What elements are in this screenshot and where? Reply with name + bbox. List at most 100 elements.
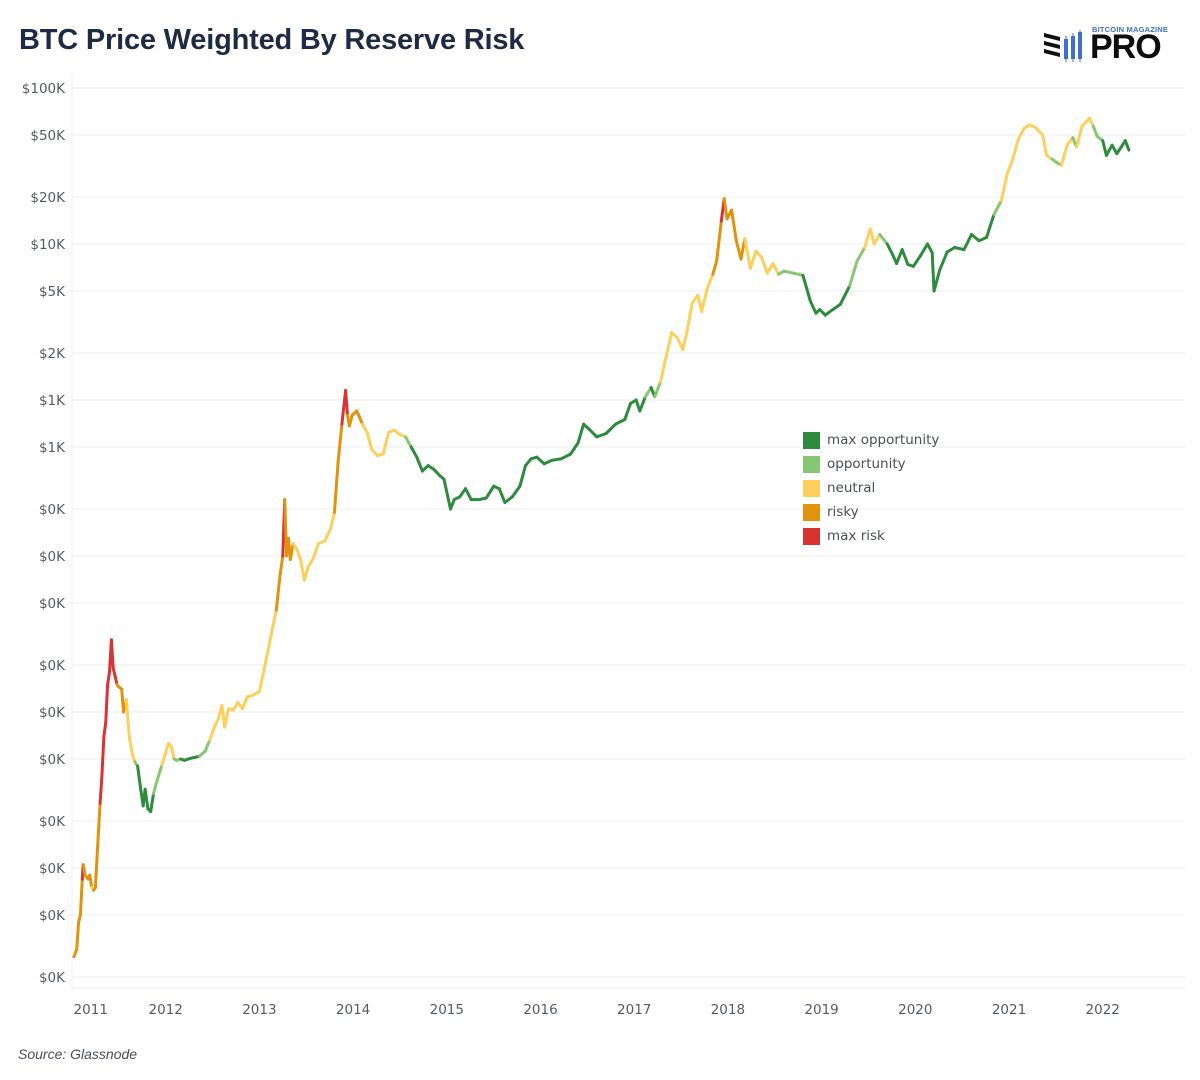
y-tick-label: $0K [39,502,66,518]
price-segment-neutral [748,249,758,270]
chart-title: BTC Price Weighted By Reserve Risk [19,24,525,56]
gridlines [71,72,1185,989]
price-segment-neutral [124,698,131,738]
price-segment-neutral [1075,124,1084,149]
price-segment-max-opportunity [587,427,599,439]
price-segment-max-risk [104,683,110,725]
legend-label: max opportunity [827,432,940,448]
legend-swatch [803,503,820,521]
y-tick-label: $0K [39,814,66,830]
x-tick-label: 2018 [711,1002,745,1018]
price-segment-max-opportunity [953,246,966,252]
price-segment-max-opportunity [518,464,527,488]
price-segment-max-opportunity [497,487,507,505]
price-segment-risky [96,801,102,838]
price-segment-neutral [1080,116,1092,128]
y-tick-label: $0K [39,861,66,877]
source-note: Source: Glassnode [18,1046,138,1062]
price-segment-max-opportunity [595,432,608,439]
y-tick-label: $50K [30,128,66,144]
price-segment-max-opportunity [823,308,835,317]
price-segment-max-opportunity [638,395,647,413]
x-tick-label: 2022 [1086,1002,1120,1018]
price-segment-neutral [302,565,310,582]
x-tick-label: 2020 [898,1002,932,1018]
price-segment-neutral [1011,137,1020,161]
price-segment-neutral [361,422,369,434]
price-segment-max-opportunity [535,455,546,466]
x-tick-label: 2019 [804,1002,838,1018]
y-tick-label: $100K [22,81,66,97]
logo-wordmark: PRO [1090,28,1162,66]
price-segment-max-opportunity [415,455,424,473]
price-segment-risky [355,409,364,426]
price-segment-neutral [685,301,694,335]
price-segment-max-opportunity [801,273,812,303]
price-segment-neutral [1005,157,1015,176]
price-segment-risky [711,259,719,276]
price-segment-max-opportunity [926,242,934,255]
price-segment-max-opportunity [895,248,904,265]
price-segment-max-opportunity [970,233,981,243]
price-segment-neutral [760,255,769,275]
price-segment-neutral [257,663,267,694]
price-segment-neutral [868,227,876,246]
price-segment-opportunity [992,199,1003,216]
price-segment-neutral [241,695,249,711]
price-segment-max-opportunity [550,457,563,462]
price-segment-risky [332,460,340,514]
legend-swatch [803,479,820,497]
y-tick-label: $0K [39,596,66,612]
y-tick-label: $10K [30,237,66,253]
price-segment-max-opportunity [838,284,852,306]
price-segment-max-opportunity [464,487,473,502]
x-tick-label: 2014 [336,1002,370,1018]
price-segment-max-opportunity [885,242,895,257]
price-segment-risky [274,574,282,612]
logo-bars-icon [1044,30,1082,62]
price-segment-max-opportunity [1104,143,1114,157]
price-segment-neutral [705,272,715,290]
price-segment-max-opportunity [831,302,842,312]
price-segment-max-opportunity [136,764,142,789]
x-tick-label: 2011 [74,1002,108,1018]
price-segment-max-risk [106,670,111,686]
price-segment-neutral [223,707,230,729]
price-segment-max-risk [102,721,108,738]
x-tick-label: 2016 [523,1002,557,1018]
price-segment-opportunity [152,781,158,796]
price-segment-neutral [299,558,306,582]
price-segment-neutral [700,286,709,313]
y-tick-label: $5K [39,284,66,300]
price-segment-opportunity [855,246,867,263]
price-segment-max-opportunity [808,299,818,315]
price-segment-max-opportunity [1101,139,1108,157]
price-segment-risky [722,197,729,221]
legend-swatch [803,455,820,473]
legend-item-risky: risky [803,500,939,524]
price-segment-max-opportunity [919,242,929,257]
price-segment-max-opportunity [484,484,496,500]
bitcoin-magazine-pro-logo: BITCOIN MAGAZINE PRO [1044,22,1184,66]
price-segment-max-opportunity [149,792,155,814]
price-segment-neutral [1016,127,1026,141]
price-segment-neutral [664,331,674,358]
price-segment-max-opportunity [932,268,942,293]
price-segment-neutral [169,745,176,761]
price-segment-max-opportunity [442,477,452,511]
price-segment-neutral [311,542,320,561]
legend: max opportunity opportunity neutral risky ma… [803,428,939,548]
price-segment-neutral [1033,125,1045,137]
logo-subtitle: BITCOIN MAGAZINE [1092,25,1169,34]
legend-swatch [803,527,820,545]
y-tick-label: $2K [39,346,66,362]
price-segment-risky [288,542,295,561]
price-segment-neutral [765,262,775,275]
price-segment-neutral [130,751,137,764]
price-segment-neutral [1041,133,1048,157]
price-segment-max-opportunity [900,248,910,266]
legend-label: risky [827,504,859,520]
y-tick-label: $0K [39,705,66,721]
price-segment-neutral [127,734,134,754]
legend-item-max-risk: max risk [803,524,939,548]
